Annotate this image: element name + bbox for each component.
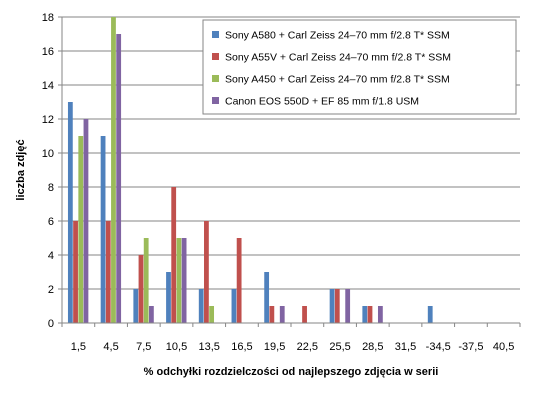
x-tick-label: 7,5 bbox=[136, 341, 151, 353]
y-tick-label: 10 bbox=[42, 148, 54, 160]
x-tick-label: -34,5 bbox=[426, 341, 451, 353]
x-tick-label: 40,5 bbox=[493, 341, 514, 353]
bar bbox=[148, 306, 154, 323]
legend-entry: Sony A450 + Carl Zeiss 24–70 mm f/2.8 T*… bbox=[225, 74, 450, 86]
bar bbox=[345, 289, 351, 323]
bar bbox=[83, 119, 89, 323]
bar bbox=[143, 238, 149, 323]
axes bbox=[58, 16, 521, 327]
y-tick-label: 8 bbox=[48, 182, 54, 194]
bar bbox=[367, 306, 373, 323]
x-tick-label: 22,5 bbox=[297, 341, 318, 353]
bar bbox=[362, 306, 368, 323]
gridlines bbox=[62, 16, 520, 290]
x-tick-label: 25,5 bbox=[329, 341, 350, 353]
bar bbox=[181, 238, 187, 323]
y-tick-label: 14 bbox=[42, 80, 54, 92]
legend-swatch bbox=[212, 75, 219, 82]
y-axis-title: liczba zdjęć bbox=[15, 139, 27, 200]
bar bbox=[100, 136, 106, 323]
bar bbox=[377, 306, 383, 323]
bar bbox=[264, 272, 270, 323]
bar bbox=[204, 221, 209, 323]
bar bbox=[116, 34, 122, 323]
bar bbox=[105, 221, 111, 323]
bar bbox=[236, 238, 242, 323]
bar bbox=[334, 289, 340, 323]
x-tick-label: 31,5 bbox=[395, 341, 416, 353]
x-tick-label: 1,5 bbox=[71, 341, 86, 353]
y-tick-label: 4 bbox=[48, 250, 54, 262]
x-tick-label: 16,5 bbox=[231, 341, 252, 353]
x-tick-label: 19,5 bbox=[264, 341, 285, 353]
bar bbox=[329, 289, 335, 323]
bar bbox=[78, 136, 84, 323]
tick-labels: 0 2 4 6 8 10 12 14 16 18 1,5 4,5 7,5 10,5 13,5 16,5 19,5… bbox=[42, 12, 515, 353]
legend: Sony A580 + Carl Zeiss 24–70 mm f/2.8 T*… bbox=[202, 19, 517, 115]
y-tick-label: 6 bbox=[48, 216, 54, 228]
x-tick-label: 13,5 bbox=[199, 341, 220, 353]
bar bbox=[73, 221, 78, 323]
bar bbox=[302, 306, 307, 323]
legend-entry: Sony A55V + Carl Zeiss 24–70 mm f/2.8 T*… bbox=[225, 52, 451, 64]
y-tick-label: 16 bbox=[42, 46, 54, 58]
y-tick-label: 12 bbox=[42, 114, 54, 126]
bar bbox=[198, 289, 204, 323]
x-tick-label: 28,5 bbox=[362, 341, 383, 353]
bar bbox=[176, 238, 182, 323]
y-tick-label: 18 bbox=[42, 12, 54, 24]
legend-entry: Sony A580 + Carl Zeiss 24–70 mm f/2.8 T*… bbox=[225, 30, 450, 42]
x-tick-label: 10,5 bbox=[166, 341, 187, 353]
bar bbox=[269, 306, 275, 323]
bars bbox=[67, 17, 433, 323]
legend-entry: Canon EOS 550D + EF 85 mm f/1.8 USM bbox=[225, 96, 419, 108]
bar bbox=[133, 289, 139, 323]
bar bbox=[231, 289, 237, 323]
bar bbox=[166, 272, 171, 323]
x-tick-label: 4,5 bbox=[103, 341, 118, 353]
bar bbox=[279, 306, 285, 323]
y-tick-label: 2 bbox=[48, 284, 54, 296]
bar bbox=[111, 17, 116, 323]
legend-swatch bbox=[212, 53, 219, 60]
bar bbox=[209, 306, 215, 323]
bar bbox=[427, 306, 433, 323]
legend-swatch bbox=[212, 97, 219, 104]
legend-box bbox=[202, 19, 517, 115]
bar bbox=[138, 255, 144, 323]
bar bbox=[171, 187, 177, 323]
legend-swatch bbox=[212, 31, 219, 38]
y-tick-label: 0 bbox=[48, 318, 54, 330]
x-axis-title: % odchyłki rozdzielczości od najlepszego… bbox=[144, 366, 439, 378]
bar bbox=[67, 102, 73, 323]
x-tick-label: -37,5 bbox=[458, 341, 483, 353]
